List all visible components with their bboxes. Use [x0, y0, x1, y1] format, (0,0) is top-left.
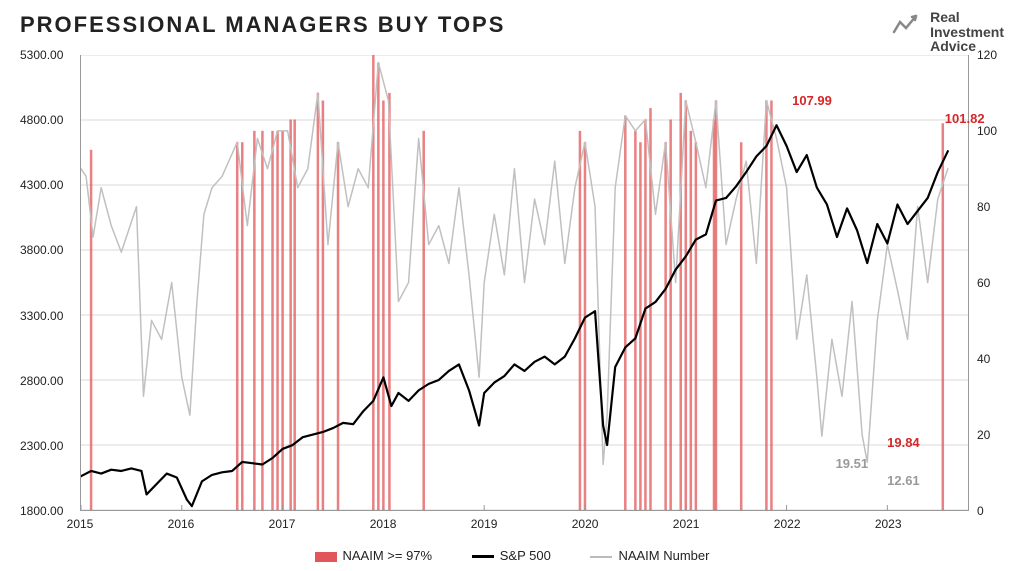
y-left-tick: 2300.00 — [20, 439, 63, 453]
y-left-tick: 4300.00 — [20, 178, 63, 192]
annotation: 107.99 — [792, 93, 832, 108]
annotation: 101.82 — [945, 111, 985, 126]
y-left-tick: 5300.00 — [20, 48, 63, 62]
chart-title: PROFESSIONAL MANAGERS BUY TOPS — [20, 12, 505, 38]
y-left-tick: 4800.00 — [20, 113, 63, 127]
y-right-tick: 80 — [977, 200, 990, 214]
x-tick: 2022 — [774, 517, 801, 531]
y-right-tick: 60 — [977, 276, 990, 290]
legend-item-naaim: NAAIM Number — [590, 548, 709, 563]
y-left-tick: 2800.00 — [20, 374, 63, 388]
y-left-tick: 3300.00 — [20, 309, 63, 323]
annotation: 19.51 — [836, 456, 869, 471]
plot-area — [80, 55, 969, 511]
x-tick: 2016 — [168, 517, 195, 531]
x-tick: 2021 — [673, 517, 700, 531]
y-right-tick: 0 — [977, 504, 984, 518]
legend: NAAIM >= 97% S&P 500 NAAIM Number — [0, 548, 1024, 563]
y-left-tick: 3800.00 — [20, 243, 63, 257]
x-tick: 2015 — [67, 517, 94, 531]
x-tick: 2019 — [471, 517, 498, 531]
legend-item-sp500: S&P 500 — [472, 548, 551, 563]
chart-container: PROFESSIONAL MANAGERS BUY TOPS Real Inve… — [0, 0, 1024, 571]
x-tick: 2017 — [269, 517, 296, 531]
x-tick: 2023 — [875, 517, 902, 531]
logo-icon — [890, 10, 920, 45]
y-left-tick: 1800.00 — [20, 504, 63, 518]
x-tick: 2020 — [572, 517, 599, 531]
y-right-tick: 20 — [977, 428, 990, 442]
legend-item-bars: NAAIM >= 97% — [315, 548, 433, 563]
annotation: 19.84 — [887, 435, 920, 450]
x-tick: 2018 — [370, 517, 397, 531]
y-right-tick: 120 — [977, 48, 997, 62]
y-right-tick: 40 — [977, 352, 990, 366]
annotation: 12.61 — [887, 473, 920, 488]
